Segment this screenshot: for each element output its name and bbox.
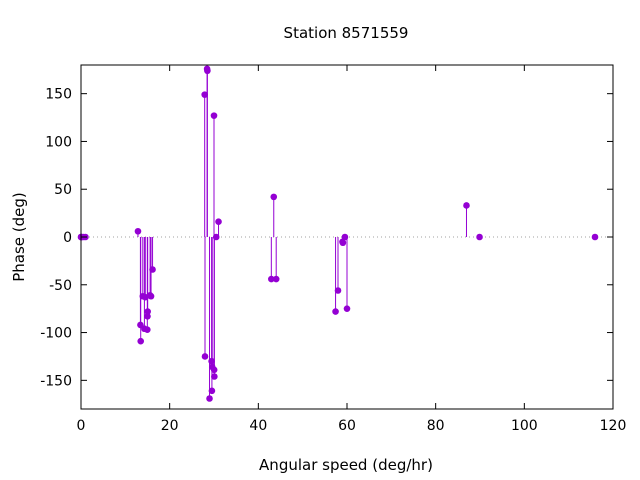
- chart-title: Station 8571559: [284, 24, 409, 42]
- data-point-12: [144, 313, 151, 320]
- data-point-29: [215, 218, 222, 226]
- y-axis-label: Phase (deg): [10, 192, 28, 282]
- x-tick-label-3: 60: [338, 418, 356, 434]
- data-point-41: [591, 233, 599, 241]
- data-point-27: [211, 373, 218, 380]
- data-point-16: [149, 266, 156, 273]
- data-point-25: [210, 112, 218, 119]
- plot-area: [77, 64, 614, 410]
- data-point-20: [204, 67, 211, 75]
- y-tick-label-2: -50: [49, 278, 72, 294]
- x-tick-label-4: 80: [427, 418, 445, 434]
- x-axis-label: Angular speed (deg/hr): [259, 456, 433, 474]
- x-tick-label-2: 40: [249, 418, 267, 434]
- data-point-23: [208, 387, 216, 395]
- data-point-32: [272, 275, 280, 283]
- data-point-30: [268, 275, 275, 283]
- data-point-31: [270, 193, 278, 201]
- data-point-40: [476, 233, 483, 241]
- data-point-33: [332, 308, 339, 315]
- data-point-37: [341, 233, 349, 241]
- y-tick-label-5: 100: [45, 134, 72, 150]
- y-tick-label-3: 0: [63, 230, 72, 246]
- data-point-36: [339, 239, 347, 247]
- x-tick-label-1: 20: [161, 418, 179, 434]
- data-point-13: [144, 308, 151, 315]
- data-point-38: [343, 305, 351, 312]
- data-point-18: [201, 91, 208, 98]
- data-point-34: [334, 287, 342, 294]
- data-point-15: [147, 292, 155, 300]
- data-point-7: [137, 337, 145, 345]
- y-tick-label-4: 50: [54, 182, 72, 198]
- data-point-21: [206, 395, 213, 402]
- y-tick-label-1: -100: [40, 326, 72, 342]
- data-point-39: [463, 202, 470, 209]
- data-point-26: [210, 366, 218, 374]
- y-tick-label-0: -150: [40, 373, 72, 389]
- x-tick-label-6: 120: [600, 418, 627, 434]
- x-tick-label-0: 0: [77, 418, 86, 434]
- y-tick-label-6: 150: [45, 87, 72, 103]
- x-tick-label-5: 100: [511, 418, 538, 434]
- data-point-28: [212, 233, 220, 241]
- data-point-5: [134, 227, 142, 235]
- data-point-17: [201, 353, 209, 360]
- data-point-22: [208, 357, 215, 365]
- data-point-11: [144, 326, 151, 333]
